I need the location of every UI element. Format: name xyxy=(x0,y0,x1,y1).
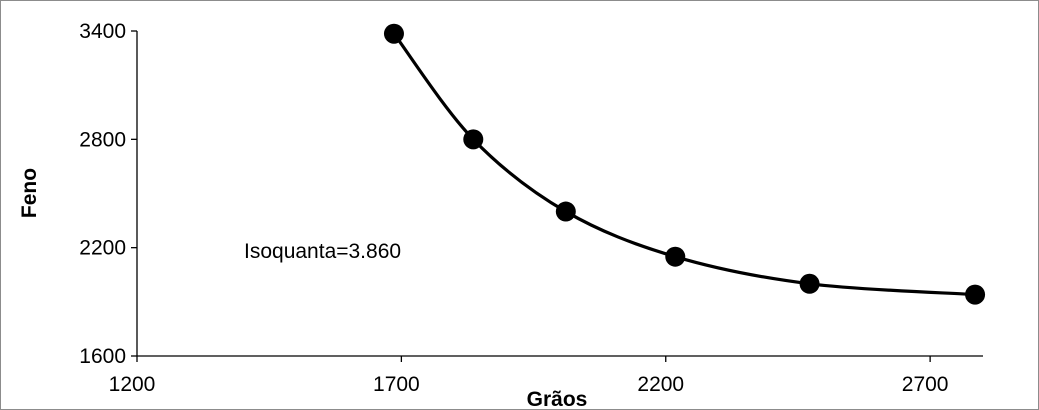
y-tick-label: 1600 xyxy=(79,345,126,368)
x-tick-label: 2200 xyxy=(637,373,684,396)
y-tick-label: 2200 xyxy=(79,237,126,260)
data-point xyxy=(555,201,576,222)
y-axis-title: Feno xyxy=(18,168,41,218)
x-tick-label: 1200 xyxy=(109,373,156,396)
data-point xyxy=(799,273,820,294)
data-points xyxy=(383,23,986,305)
data-point xyxy=(665,246,686,267)
data-point xyxy=(463,129,484,150)
axes xyxy=(136,31,983,357)
x-tick-label: 2700 xyxy=(902,373,949,396)
y-tick-label: 2800 xyxy=(79,128,126,151)
isoquant-curve xyxy=(392,32,976,297)
y-tick-labels: 1600 2200 2800 3400 xyxy=(79,20,126,368)
data-point xyxy=(965,284,986,305)
data-point xyxy=(383,23,404,44)
x-tick-label: 1700 xyxy=(373,373,420,396)
isoquant-annotation: Isoquanta=3.860 xyxy=(244,240,401,263)
x-axis-title: Grãos xyxy=(527,388,588,410)
y-tick-label: 3400 xyxy=(79,20,126,43)
x-tick-labels: 1200 1700 2200 2700 xyxy=(109,373,949,396)
tick-marks xyxy=(131,30,931,362)
